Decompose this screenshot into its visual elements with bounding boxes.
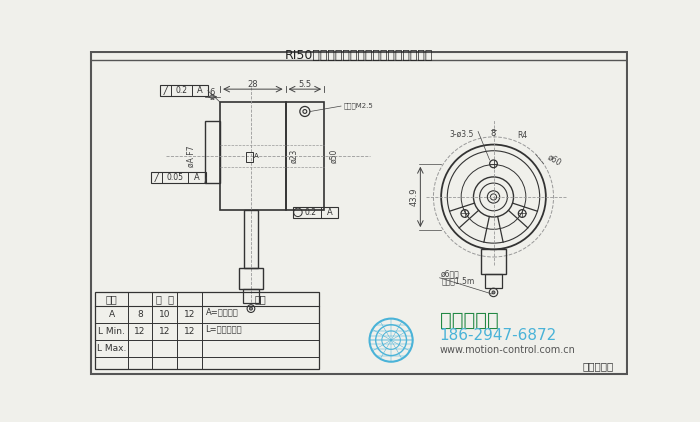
Bar [481,249,506,274]
Circle shape [249,307,253,310]
Text: 0.05: 0.05 [166,173,183,182]
Text: 28: 28 [248,80,258,89]
Text: 3-ø3.5: 3-ø3.5 [449,129,473,138]
Bar [244,289,258,303]
Text: 8: 8 [491,129,496,138]
Text: R4: R4 [517,131,528,140]
Text: A=连接轴径: A=连接轴径 [206,307,238,316]
Text: A: A [108,310,115,319]
Text: A: A [327,208,332,217]
Text: 12: 12 [134,327,146,336]
Text: 说明: 说明 [254,295,266,304]
Text: 5.5: 5.5 [298,80,312,89]
Bar [485,274,502,288]
Text: 12: 12 [183,327,195,336]
Bar [160,85,208,96]
Text: 西安德伍拓: 西安德伍拓 [440,311,498,330]
Bar [220,102,286,210]
Text: 43.9: 43.9 [410,188,419,206]
Bar [246,152,253,162]
Text: /: / [155,173,158,183]
Text: A: A [194,173,200,182]
Bar [244,210,258,268]
Text: 8: 8 [137,310,143,319]
Text: A: A [254,153,259,159]
Text: 10: 10 [159,310,171,319]
Bar [239,268,262,289]
Text: 单位：毫米: 单位：毫米 [582,361,613,371]
Text: øA F7: øA F7 [187,146,196,167]
Text: L Min.: L Min. [98,327,125,336]
Text: L=连接轴长度: L=连接轴长度 [206,324,242,333]
Text: 代码: 代码 [106,295,118,304]
Text: 6: 6 [210,88,215,97]
Bar [293,207,338,218]
Bar [151,172,206,183]
Text: ø23: ø23 [290,149,299,163]
Text: 0.2: 0.2 [304,208,316,217]
Text: 标准长1.5m: 标准长1.5m [441,276,475,285]
Text: 0.2: 0.2 [176,86,188,95]
Text: L Max.: L Max. [97,344,126,353]
Text: ø50: ø50 [330,149,339,163]
Text: A: A [197,86,203,95]
Text: ø60: ø60 [546,152,563,168]
Text: 尺  寸: 尺 寸 [155,295,174,304]
Text: ø6电缆: ø6电缆 [441,269,460,279]
Text: 12: 12 [159,327,170,336]
Bar [204,122,220,183]
Text: 186-2947-6872: 186-2947-6872 [440,328,557,343]
Text: 内六角M2.5: 内六角M2.5 [344,103,373,109]
Bar [286,102,324,210]
Text: 12: 12 [183,310,195,319]
Text: RI50光电增量轻载编码器外形及安装尺寸: RI50光电增量轻载编码器外形及安装尺寸 [285,49,433,62]
Bar [95,292,318,369]
Circle shape [492,291,495,294]
Text: /: / [164,86,167,96]
Text: www.motion-control.com.cn: www.motion-control.com.cn [440,345,575,355]
